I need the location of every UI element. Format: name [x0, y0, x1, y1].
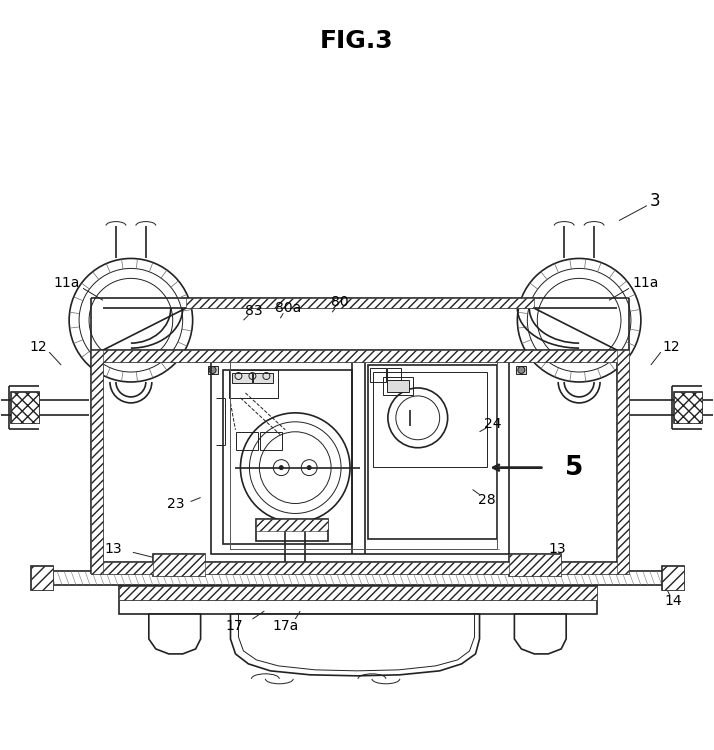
Bar	[679, 400, 699, 415]
Circle shape	[506, 355, 513, 362]
Polygon shape	[149, 614, 201, 654]
Bar	[509, 554, 561, 576]
Bar	[153, 554, 205, 576]
Text: 13: 13	[104, 542, 122, 556]
Bar	[31, 566, 53, 590]
Text: 17: 17	[226, 619, 243, 633]
Text: 5: 5	[565, 454, 583, 481]
Bar	[368, 365, 498, 539]
Bar	[228, 370, 278, 398]
Bar	[674, 392, 702, 423]
Text: 12: 12	[29, 340, 47, 354]
Bar	[31, 566, 53, 590]
Bar	[617, 350, 629, 574]
Bar	[387, 368, 401, 380]
Circle shape	[518, 367, 525, 374]
Text: 12: 12	[662, 340, 680, 354]
Polygon shape	[514, 614, 566, 654]
Bar	[233, 373, 253, 383]
Bar	[504, 354, 514, 362]
Text: 3: 3	[650, 192, 660, 210]
Bar	[196, 354, 206, 362]
Bar	[119, 586, 597, 614]
Bar	[11, 392, 39, 423]
Bar	[208, 366, 218, 374]
Bar	[674, 392, 702, 423]
Circle shape	[209, 367, 216, 374]
Bar	[11, 392, 39, 423]
Bar	[223, 370, 352, 544]
Bar	[153, 554, 205, 576]
Bar	[91, 562, 629, 574]
Circle shape	[197, 355, 204, 362]
Bar	[509, 554, 561, 576]
Bar	[256, 520, 328, 532]
Bar	[91, 350, 103, 574]
Polygon shape	[231, 614, 480, 676]
Bar	[383, 377, 413, 395]
Text: 11a: 11a	[53, 276, 79, 290]
Bar	[253, 373, 273, 383]
Text: 11a: 11a	[633, 276, 659, 290]
Text: 28: 28	[478, 493, 496, 506]
Bar	[91, 350, 629, 362]
Bar	[236, 432, 258, 450]
Bar	[373, 372, 488, 466]
Text: 14: 14	[664, 594, 682, 608]
Bar	[231, 360, 498, 549]
Bar	[119, 586, 597, 600]
Text: 83: 83	[245, 304, 262, 318]
Text: 24: 24	[483, 417, 501, 430]
Bar	[516, 366, 526, 374]
Bar	[662, 566, 684, 590]
Text: 80: 80	[331, 296, 349, 309]
Text: 17a: 17a	[272, 619, 298, 633]
Circle shape	[279, 466, 283, 470]
Bar	[261, 432, 282, 450]
Text: 13: 13	[548, 542, 566, 556]
Bar	[16, 400, 36, 415]
Bar	[662, 566, 684, 590]
Bar	[387, 380, 409, 392]
Text: FIG.3: FIG.3	[320, 29, 394, 53]
Text: 80a: 80a	[275, 302, 301, 315]
Bar	[370, 368, 386, 382]
Bar	[211, 358, 509, 554]
Bar	[256, 520, 328, 542]
Circle shape	[307, 466, 311, 470]
Text: 23: 23	[167, 497, 184, 512]
Bar	[186, 298, 534, 308]
